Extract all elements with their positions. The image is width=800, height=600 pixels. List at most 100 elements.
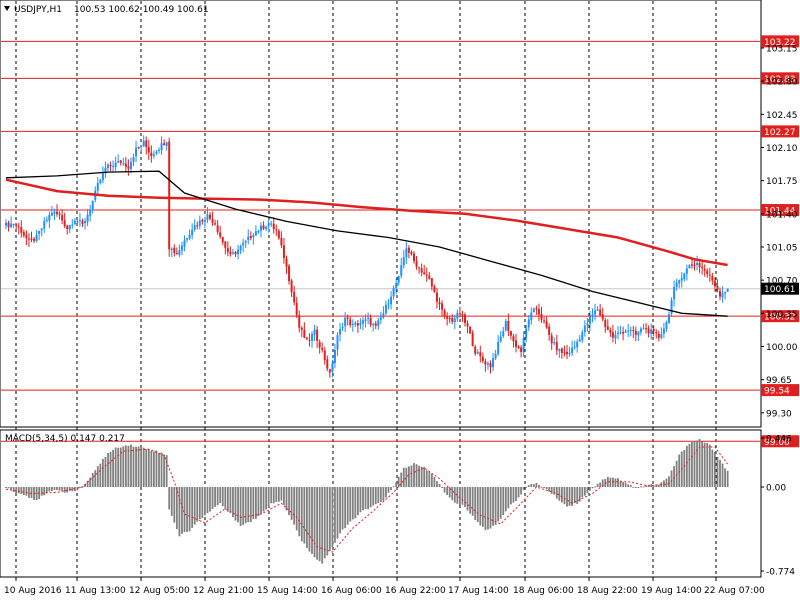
candle[interactable] [221, 236, 224, 246]
candle[interactable] [237, 245, 240, 260]
candle[interactable] [35, 229, 38, 243]
candle[interactable] [48, 211, 51, 229]
candle[interactable] [639, 326, 642, 336]
candle[interactable] [724, 291, 727, 300]
candle[interactable] [647, 325, 650, 338]
candle[interactable] [698, 260, 701, 273]
candle[interactable] [606, 319, 609, 331]
candle[interactable] [471, 330, 474, 347]
candle[interactable] [196, 221, 199, 230]
candle[interactable] [583, 320, 586, 337]
candle[interactable] [300, 326, 303, 338]
candle[interactable] [321, 342, 324, 353]
candle[interactable] [438, 297, 441, 310]
candle[interactable] [693, 259, 696, 271]
candle[interactable] [219, 226, 222, 239]
candle[interactable] [160, 136, 163, 155]
candle[interactable] [578, 334, 581, 342]
candle[interactable] [66, 224, 69, 235]
candle[interactable] [129, 157, 132, 174]
candle[interactable] [107, 163, 109, 172]
candle[interactable] [155, 149, 158, 156]
candle[interactable] [632, 325, 635, 339]
candle[interactable] [645, 322, 648, 334]
candle[interactable] [430, 277, 433, 291]
candle[interactable] [71, 219, 74, 229]
candle[interactable] [165, 141, 168, 151]
candle[interactable] [244, 240, 247, 249]
candle[interactable] [203, 217, 206, 229]
candle[interactable] [499, 331, 502, 343]
candle[interactable] [655, 329, 658, 339]
candle[interactable] [267, 219, 270, 233]
candle[interactable] [122, 157, 125, 166]
candle[interactable] [535, 305, 538, 315]
candle[interactable] [492, 352, 495, 372]
candle[interactable] [657, 330, 660, 342]
candle[interactable] [568, 346, 571, 357]
candle[interactable] [555, 334, 558, 356]
candle[interactable] [566, 344, 568, 360]
candle[interactable] [512, 333, 515, 348]
candle[interactable] [507, 313, 510, 337]
candle[interactable] [331, 359, 334, 378]
candle[interactable] [45, 216, 48, 223]
candle[interactable] [517, 345, 520, 349]
candle[interactable] [270, 220, 273, 228]
candle[interactable] [58, 211, 61, 220]
candle[interactable] [109, 161, 112, 172]
candle[interactable] [642, 323, 645, 330]
candle[interactable] [78, 213, 81, 227]
candle[interactable] [573, 340, 576, 350]
candle[interactable] [627, 323, 630, 338]
candle[interactable] [318, 339, 321, 354]
candle[interactable] [81, 218, 84, 227]
candle[interactable] [86, 208, 89, 227]
candle[interactable] [316, 325, 319, 348]
candle[interactable] [617, 325, 619, 340]
candle[interactable] [678, 279, 681, 289]
candle[interactable] [305, 336, 308, 340]
candle[interactable] [504, 318, 507, 332]
candle[interactable] [696, 255, 699, 271]
candle[interactable] [150, 145, 153, 163]
candle[interactable] [27, 233, 30, 247]
candle[interactable] [229, 246, 232, 257]
candle[interactable] [10, 216, 13, 229]
candle[interactable] [308, 333, 311, 347]
candle[interactable] [527, 315, 530, 332]
candle[interactable] [456, 309, 459, 322]
candle[interactable] [247, 229, 250, 245]
candle[interactable] [369, 314, 372, 328]
candle[interactable] [117, 154, 120, 164]
candle[interactable] [402, 249, 405, 269]
symbol-dropdown-icon[interactable] [4, 6, 10, 11]
candle[interactable] [40, 228, 43, 237]
candle[interactable] [494, 349, 497, 361]
candle[interactable] [451, 314, 454, 325]
candle[interactable] [341, 322, 344, 332]
candle[interactable] [387, 299, 390, 310]
candle[interactable] [285, 255, 288, 274]
candle[interactable] [280, 231, 283, 248]
candle[interactable] [464, 312, 466, 327]
candle[interactable] [596, 306, 599, 312]
candle[interactable] [323, 346, 326, 365]
candle[interactable] [685, 264, 688, 281]
candle[interactable] [234, 250, 237, 257]
candle[interactable] [362, 317, 364, 331]
candle[interactable] [76, 219, 79, 226]
candle[interactable] [33, 237, 36, 243]
candle[interactable] [425, 267, 428, 282]
candle[interactable] [448, 315, 451, 324]
candle[interactable] [601, 307, 604, 322]
candle[interactable] [652, 325, 655, 337]
candle[interactable] [713, 277, 716, 292]
candle[interactable] [443, 308, 446, 320]
candle[interactable] [104, 161, 107, 179]
candle[interactable] [216, 219, 219, 235]
candle[interactable] [548, 323, 551, 341]
candle[interactable] [688, 264, 691, 269]
candle[interactable] [545, 316, 548, 329]
